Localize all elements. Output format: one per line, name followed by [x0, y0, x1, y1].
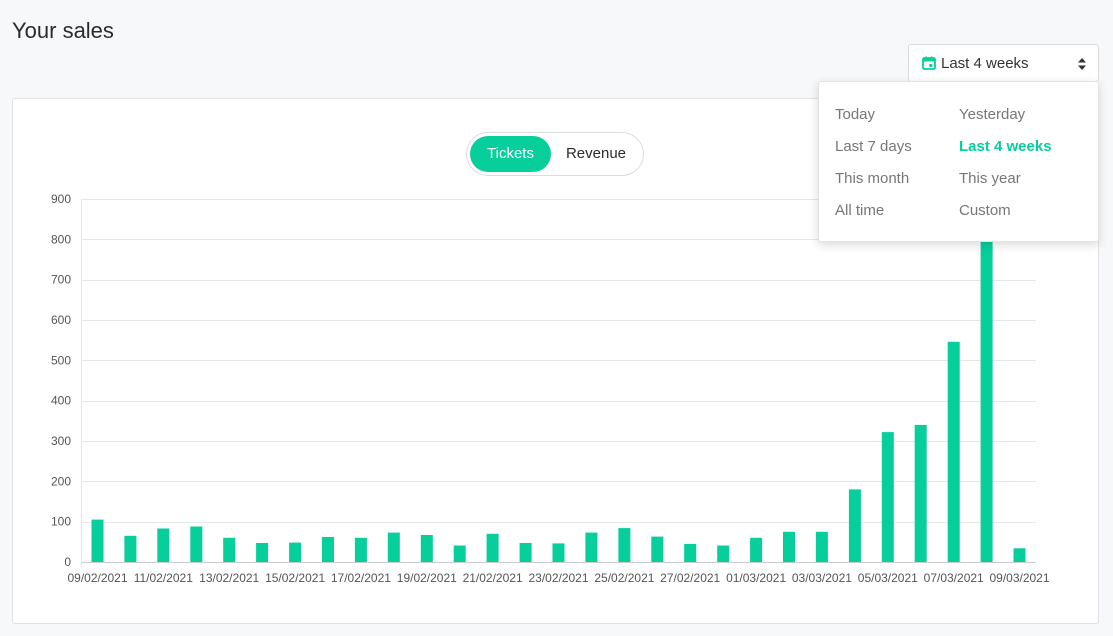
tickets-tab[interactable]: Tickets — [470, 136, 551, 172]
bar[interactable] — [783, 531, 795, 563]
x-tick-label: 11/02/2021 — [134, 571, 193, 585]
bar[interactable] — [717, 545, 730, 563]
revenue-tab[interactable]: Revenue — [565, 145, 627, 162]
bar[interactable] — [190, 526, 203, 563]
bar[interactable] — [980, 199, 993, 562]
option-custom[interactable]: Custom — [959, 202, 1011, 219]
x-tick-label: 09/03/2021 — [989, 571, 1049, 585]
y-tick-label: 800 — [51, 232, 71, 246]
bar[interactable] — [618, 528, 631, 562]
y-axis-labels: 0 100 200 300 400 500 600 700 800 900 — [51, 192, 71, 569]
bar[interactable] — [289, 542, 302, 562]
x-tick-label: 03/03/2021 — [792, 571, 852, 585]
bar[interactable] — [354, 537, 367, 562]
option-all-time[interactable]: All time — [835, 202, 885, 219]
bar[interactable] — [387, 532, 400, 562]
x-tick-label: 23/02/2021 — [528, 571, 588, 585]
x-tick-label: 07/03/2021 — [924, 571, 984, 585]
bar[interactable] — [848, 489, 861, 562]
bar[interactable] — [486, 533, 499, 562]
bar[interactable] — [420, 535, 433, 562]
grid-lines — [81, 199, 1036, 566]
sort-icon — [1078, 58, 1086, 70]
bar[interactable] — [91, 519, 104, 562]
x-tick-label: 13/02/2021 — [199, 571, 259, 585]
x-axis-labels: 09/02/2021 11/02/2021 13/02/2021 15/02/2021… — [67, 571, 1049, 585]
page-title: Your sales — [12, 18, 114, 43]
bar[interactable] — [750, 537, 763, 562]
bar[interactable] — [322, 537, 334, 562]
bar[interactable] — [947, 341, 960, 562]
y-tick-label: 400 — [51, 394, 71, 408]
y-tick-label: 300 — [51, 434, 71, 448]
option-this-month[interactable]: This month — [835, 170, 910, 187]
bar[interactable] — [585, 532, 598, 562]
bar[interactable] — [223, 537, 236, 562]
option-today[interactable]: Today — [835, 106, 876, 123]
x-tick-label: 17/02/2021 — [331, 571, 391, 585]
y-tick-label: 200 — [51, 474, 71, 488]
calendar-icon — [922, 56, 936, 70]
bar[interactable] — [1013, 548, 1026, 562]
bar[interactable] — [519, 543, 532, 562]
y-tick-label: 700 — [51, 273, 71, 287]
bar[interactable] — [552, 543, 565, 562]
bar[interactable] — [651, 536, 664, 562]
y-tick-label: 500 — [51, 353, 71, 367]
option-this-year[interactable]: This year — [959, 170, 1021, 187]
bar[interactable] — [124, 535, 137, 562]
x-tick-label: 15/02/2021 — [265, 571, 325, 585]
x-tick-label: 19/02/2021 — [397, 571, 457, 585]
x-tick-label: 01/03/2021 — [726, 571, 786, 585]
bar[interactable] — [881, 432, 894, 562]
chart-metric-toggle: Tickets Revenue — [466, 132, 644, 176]
date-range-value: Last 4 weeks — [941, 55, 1029, 72]
option-last-7-days[interactable]: Last 7 days — [835, 138, 912, 155]
y-tick-label: 0 — [64, 555, 71, 569]
y-tick-label: 600 — [51, 313, 71, 327]
bars — [91, 199, 1026, 563]
bar[interactable] — [914, 424, 927, 562]
bar[interactable] — [256, 543, 269, 562]
option-yesterday[interactable]: Yesterday — [959, 106, 1026, 123]
y-tick-label: 100 — [51, 515, 71, 529]
x-tick-label: 09/02/2021 — [67, 571, 127, 585]
date-range-dropdown: Today Yesterday Last 7 days Last 4 weeks… — [818, 81, 1099, 242]
bar[interactable] — [815, 531, 828, 563]
x-tick-label: 27/02/2021 — [660, 571, 720, 585]
option-last-4-weeks[interactable]: Last 4 weeks — [959, 138, 1052, 155]
bar[interactable] — [684, 543, 697, 562]
bar[interactable] — [453, 545, 466, 563]
y-tick-label: 900 — [51, 192, 71, 206]
x-tick-label: 25/02/2021 — [594, 571, 654, 585]
x-tick-label: 21/02/2021 — [463, 571, 523, 585]
date-range-select[interactable]: Last 4 weeks — [908, 44, 1099, 82]
x-tick-label: 05/03/2021 — [858, 571, 918, 585]
bar[interactable] — [157, 528, 170, 563]
